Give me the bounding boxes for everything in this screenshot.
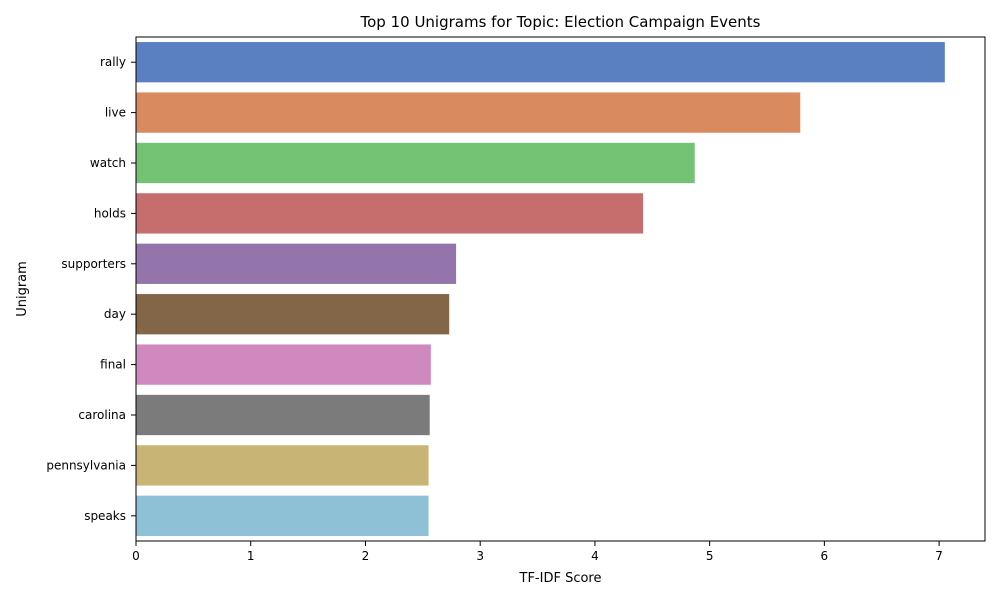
bar-speaks — [136, 495, 429, 536]
y-tick-label: rally — [100, 55, 126, 69]
y-tick-label: supporters — [61, 257, 126, 271]
bar-carolina — [136, 394, 430, 436]
y-tick-label: final — [100, 358, 126, 372]
y-tick-label: watch — [90, 156, 126, 170]
x-tick-label: 5 — [706, 549, 714, 563]
bar-pennsylvania — [136, 445, 429, 486]
bar-supporters — [136, 243, 457, 284]
y-tick-label: pennsylvania — [46, 458, 126, 472]
x-tick-label: 6 — [821, 549, 829, 563]
x-tick-label: 0 — [132, 549, 140, 563]
x-tick-label: 4 — [591, 549, 599, 563]
y-axis-label: Unigram — [15, 261, 30, 317]
bar-rally — [136, 42, 945, 83]
bar-final — [136, 344, 431, 385]
bar-holds — [136, 193, 644, 234]
y-axis-ticks: rally live watch holds supporters day final car… — [46, 55, 136, 523]
chart-title: Top 10 Unigrams for Topic: Election Camp… — [360, 13, 761, 31]
plot-frame — [135, 36, 986, 542]
x-tick-label: 7 — [935, 549, 943, 563]
y-tick-label: speaks — [84, 509, 126, 523]
y-tick-label: day — [104, 307, 126, 321]
x-axis-ticks: 0 1 2 3 4 5 6 7 — [132, 541, 943, 563]
y-tick-label: carolina — [78, 408, 126, 422]
bars-group — [136, 42, 945, 536]
x-tick-label: 1 — [247, 549, 255, 563]
x-tick-label: 2 — [362, 549, 370, 563]
y-tick-label: holds — [94, 206, 126, 220]
bar-live — [136, 92, 801, 133]
x-axis-label: TF-IDF Score — [519, 571, 602, 586]
y-tick-label: live — [105, 106, 126, 120]
bar-day — [136, 294, 450, 335]
x-tick-label: 3 — [476, 549, 484, 563]
bar-watch — [136, 142, 695, 184]
